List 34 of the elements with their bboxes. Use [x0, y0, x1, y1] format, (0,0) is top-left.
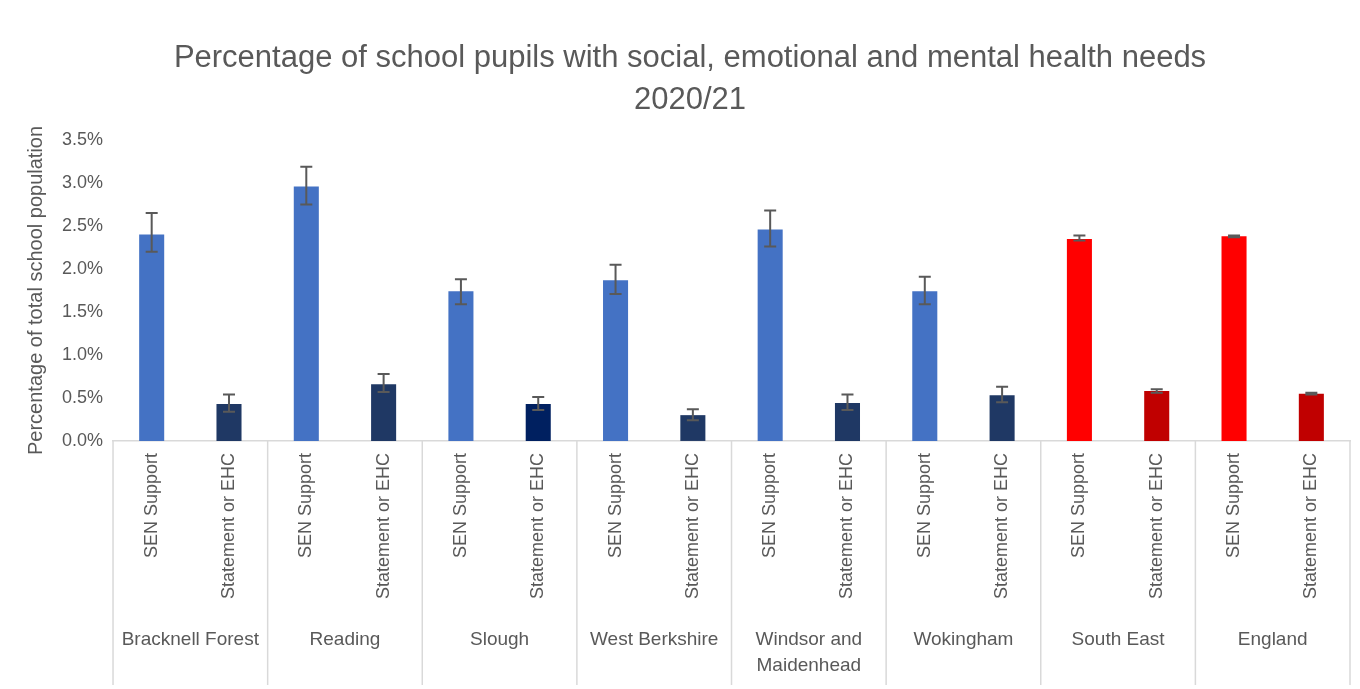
y-axis-title: Percentage of total school population	[23, 125, 46, 456]
x-tick-label: Statement or EHC	[1300, 452, 1321, 600]
x-tick-label: Statement or EHC	[991, 452, 1012, 600]
x-tick-label: Statement or EHC	[1145, 452, 1166, 600]
x-tick-label: SEN Support	[759, 452, 780, 559]
y-tick-label: 0.0%	[62, 429, 104, 450]
x-tick-label: SEN Support	[449, 452, 470, 559]
y-tick-label: 1.0%	[62, 343, 104, 364]
text: Slough	[470, 628, 530, 650]
x-tick-label: Statement or EHC	[836, 452, 857, 600]
x-tick-label: Statement or EHC	[681, 452, 702, 600]
x-tick-label: SEN Support	[1068, 452, 1089, 559]
y-tick-label: 3.5%	[62, 128, 104, 149]
x-tick-label: SEN Support	[140, 452, 161, 559]
x-tick-label: SEN Support	[604, 452, 625, 559]
text: South East	[1071, 628, 1166, 650]
y-tick-label: 0.5%	[62, 386, 104, 407]
y-tick-label: 2.0%	[62, 257, 104, 278]
y-tick-label: 1.5%	[62, 300, 104, 321]
x-tick-label: SEN Support	[1223, 452, 1243, 559]
text: England	[1237, 628, 1308, 650]
y-tick-label: 3.0%	[62, 171, 104, 192]
x-tick-label: SEN Support	[913, 452, 934, 559]
x-tick-label: Statement or EHC	[372, 452, 393, 600]
x-tick-label: Statement or EHC	[217, 452, 238, 600]
text: Reading	[309, 628, 381, 650]
text: Wokingham	[913, 628, 1014, 650]
text: Windsor and Maidenhead	[755, 628, 863, 676]
chart-title: Percentage of school pupils with social, emotional and mental health needs 2020/21	[172, 38, 1208, 118]
x-tick-label: SEN Support	[295, 452, 316, 559]
text: Bracknell Forest	[121, 628, 260, 650]
y-tick-label: 2.5%	[62, 214, 104, 235]
text: West Berkshire	[589, 628, 719, 650]
x-tick-label: Statement or EHC	[527, 452, 548, 600]
